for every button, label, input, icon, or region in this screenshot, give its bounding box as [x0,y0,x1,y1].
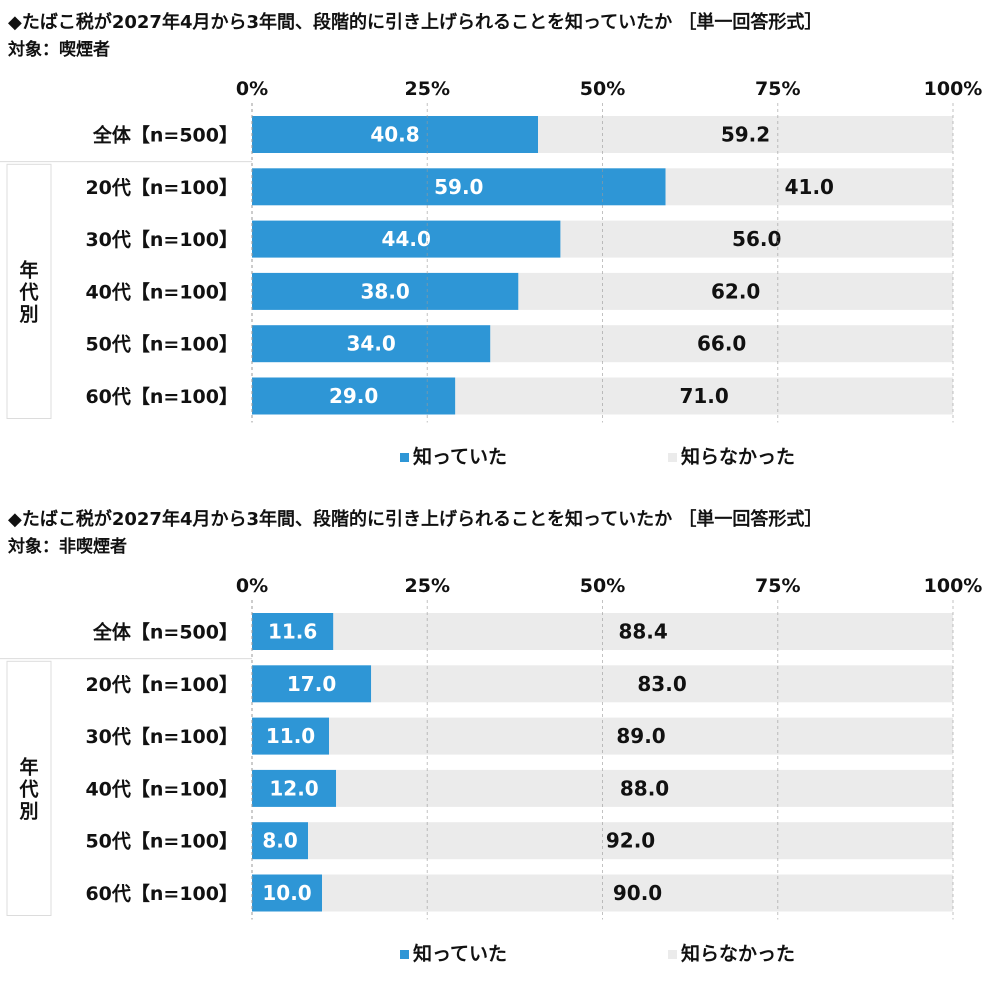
chart-panel-smokers: ◆たばこ税が2027年4月から3年間、段階的に引き上げられることを知っていたか … [0,0,1000,486]
bar-known [252,717,330,755]
data-label-known: 34.0 [346,332,395,356]
data-label-known: 59.0 [434,175,483,199]
x-tick-label: 0% [236,78,268,100]
bar-known [252,377,456,415]
data-label-unknown: 83.0 [637,672,686,696]
x-tick-label: 75% [755,575,800,597]
bar-known [252,272,519,310]
legend-swatch-unknown [668,950,677,959]
legend-label-unknown: 知らなかった [681,445,795,468]
data-label-known: 38.0 [361,279,410,303]
legend-swatch-unknown [668,453,677,462]
group-label-box [6,163,52,419]
x-tick-label: 25% [405,575,450,597]
x-tick-label: 25% [405,78,450,100]
data-label-known: 11.0 [266,724,315,748]
category-label: 全体【n=500】 [92,621,238,644]
bar-known [252,325,491,363]
chart-title: ◆たばこ税が2027年4月から3年間、段階的に引き上げられることを知っていたか … [8,12,823,33]
bar-known [252,665,372,703]
group-label-char: 年 [19,755,38,778]
data-label-known: 29.0 [329,384,378,408]
bar-unknown [665,168,953,206]
category-label: 60代【n=100】 [85,882,238,905]
chart-panel-nonsmokers: ◆たばこ税が2027年4月から3年間、段階的に引き上げられることを知っていたか … [0,497,1000,983]
bar-unknown [308,822,954,860]
bar-known [252,220,561,258]
group-label-char: 代 [18,778,38,800]
data-label-unknown: 66.0 [697,332,746,356]
bar-known [252,874,323,912]
legend-swatch-known [400,453,409,462]
data-label-unknown: 59.2 [721,123,770,147]
bar-known [252,168,666,206]
data-label-unknown: 89.0 [616,724,665,748]
legend-label-known: 知っていた [413,942,507,965]
group-label-char: 別 [19,303,38,325]
stacked-bar-chart-smokers: 0% 25% 50% 75% 100% 40.8 59.2 全体【n=500】 59.0 41.0… [0,78,983,468]
category-label: 30代【n=100】 [85,725,238,748]
bar-unknown [490,325,953,363]
bar-unknown [322,874,954,912]
data-label-unknown: 90.0 [613,881,662,905]
legend-label-known: 知っていた [413,445,507,468]
data-label-known: 10.0 [262,881,311,905]
bar-unknown [329,717,953,755]
data-label-unknown: 71.0 [679,384,728,408]
legend-swatch-known [400,950,409,959]
group-label-box [6,660,52,916]
x-tick-label: 50% [580,78,625,100]
bar-unknown [333,613,953,650]
data-label-unknown: 88.0 [620,776,669,800]
data-label-unknown: 56.0 [732,227,781,251]
group-label-char: 別 [19,800,38,822]
chart-subtitle: 対象：非喫煙者 [8,537,127,557]
category-label: 20代【n=100】 [85,673,238,696]
stacked-bar-chart-nonsmokers: 0% 25% 50% 75% 100% 11.6 88.4 全体【n=500】 17.0 83.0… [0,575,983,965]
data-label-known: 44.0 [382,227,431,251]
bar-known [252,822,309,860]
legend-label-unknown: 知らなかった [681,942,795,965]
chart-subtitle: 対象：喫煙者 [8,40,110,60]
bar-unknown [455,377,953,415]
category-label: 20代【n=100】 [85,176,238,199]
data-label-known: 8.0 [262,829,297,853]
data-label-known: 11.6 [268,620,317,644]
bar-unknown [336,769,953,807]
group-label-char: 代 [18,281,38,303]
bar-unknown [518,272,953,310]
data-label-known: 17.0 [287,672,336,696]
category-label: 50代【n=100】 [85,333,238,356]
x-tick-label: 100% [924,575,983,597]
data-label-unknown: 88.4 [618,620,667,644]
data-label-known: 40.8 [370,123,419,147]
category-label: 全体【n=500】 [92,124,238,147]
data-label-unknown: 41.0 [785,175,834,199]
bar-known [252,613,334,650]
x-tick-label: 0% [236,575,268,597]
category-label: 50代【n=100】 [85,830,238,853]
bar-unknown [538,116,953,153]
data-label-unknown: 62.0 [711,279,760,303]
x-tick-label: 50% [580,575,625,597]
bar-unknown [371,665,953,703]
data-label-unknown: 92.0 [606,829,655,853]
bar-known [252,116,539,153]
x-tick-label: 100% [924,78,983,100]
chart-title: ◆たばこ税が2027年4月から3年間、段階的に引き上げられることを知っていたか … [8,509,823,530]
category-label: 60代【n=100】 [85,385,238,408]
group-label-char: 年 [19,258,38,281]
bar-known [252,769,337,807]
bar-unknown [560,220,953,258]
x-tick-label: 75% [755,78,800,100]
category-label: 30代【n=100】 [85,228,238,251]
data-label-known: 12.0 [269,776,318,800]
category-label: 40代【n=100】 [85,777,238,800]
category-label: 40代【n=100】 [85,280,238,303]
